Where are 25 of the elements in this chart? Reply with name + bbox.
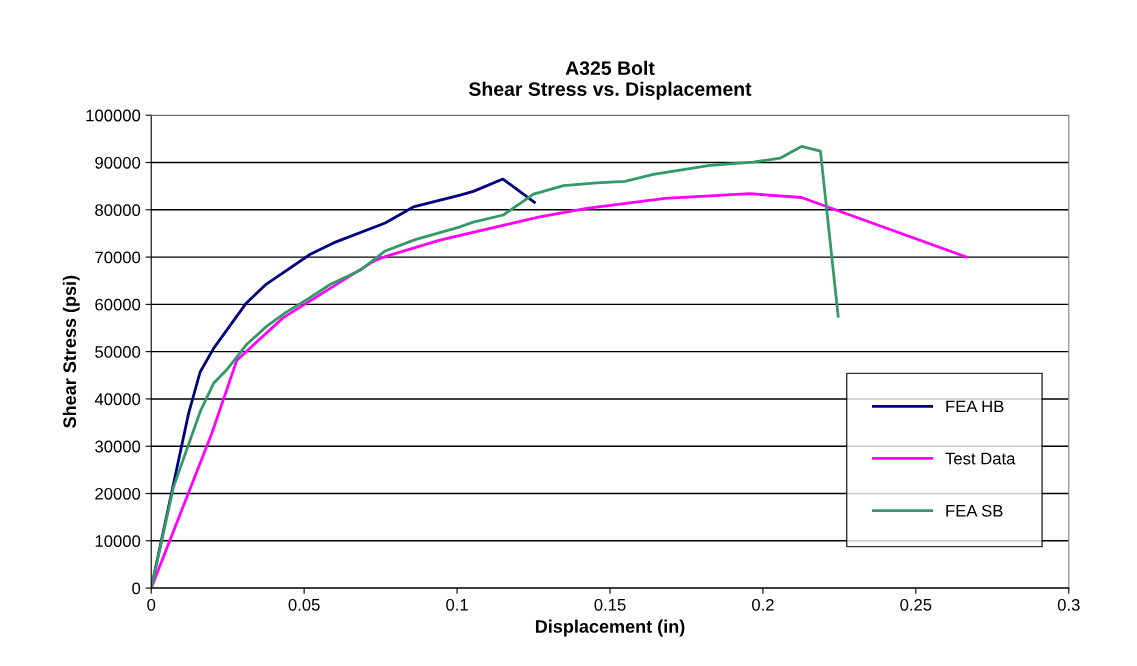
x-tick-label: 0.15 <box>594 598 626 611</box>
y-axis-title: Shear Stress (psi) <box>62 275 80 428</box>
y-tick-label: 100000 <box>86 109 141 122</box>
chart-title: A325 Bolt Shear Stress vs. Displacement <box>468 60 752 100</box>
x-tick-label: 0.2 <box>751 598 774 611</box>
y-tick-label: 50000 <box>95 346 141 358</box>
x-tick-label: 0.1 <box>446 598 468 611</box>
y-tick-label: 60000 <box>95 298 141 311</box>
y-tick-label: 40000 <box>94 393 141 406</box>
legend-label: FEA SB <box>946 504 1003 517</box>
line-series <box>151 145 840 589</box>
y-tick-label: 10000 <box>95 535 141 547</box>
x-axis-title: Displacement (in) <box>535 619 685 637</box>
y-tick-label: 70000 <box>95 251 141 264</box>
y-tick-label: 20000 <box>95 487 141 500</box>
legend-label: FEA HB <box>946 400 1004 413</box>
legend-label: Test Data <box>945 452 1016 465</box>
x-tick-label: 0 <box>147 598 156 611</box>
y-tick-label: 80000 <box>95 204 141 216</box>
x-tick-label: 0.05 <box>288 598 320 611</box>
x-tick-label: 0.25 <box>900 598 932 611</box>
y-tick-label: 30000 <box>95 440 141 453</box>
y-tick-label: 90000 <box>95 156 141 169</box>
x-tick-label: 0.3 <box>1057 598 1080 611</box>
y-tick-label: 0 <box>132 582 141 595</box>
